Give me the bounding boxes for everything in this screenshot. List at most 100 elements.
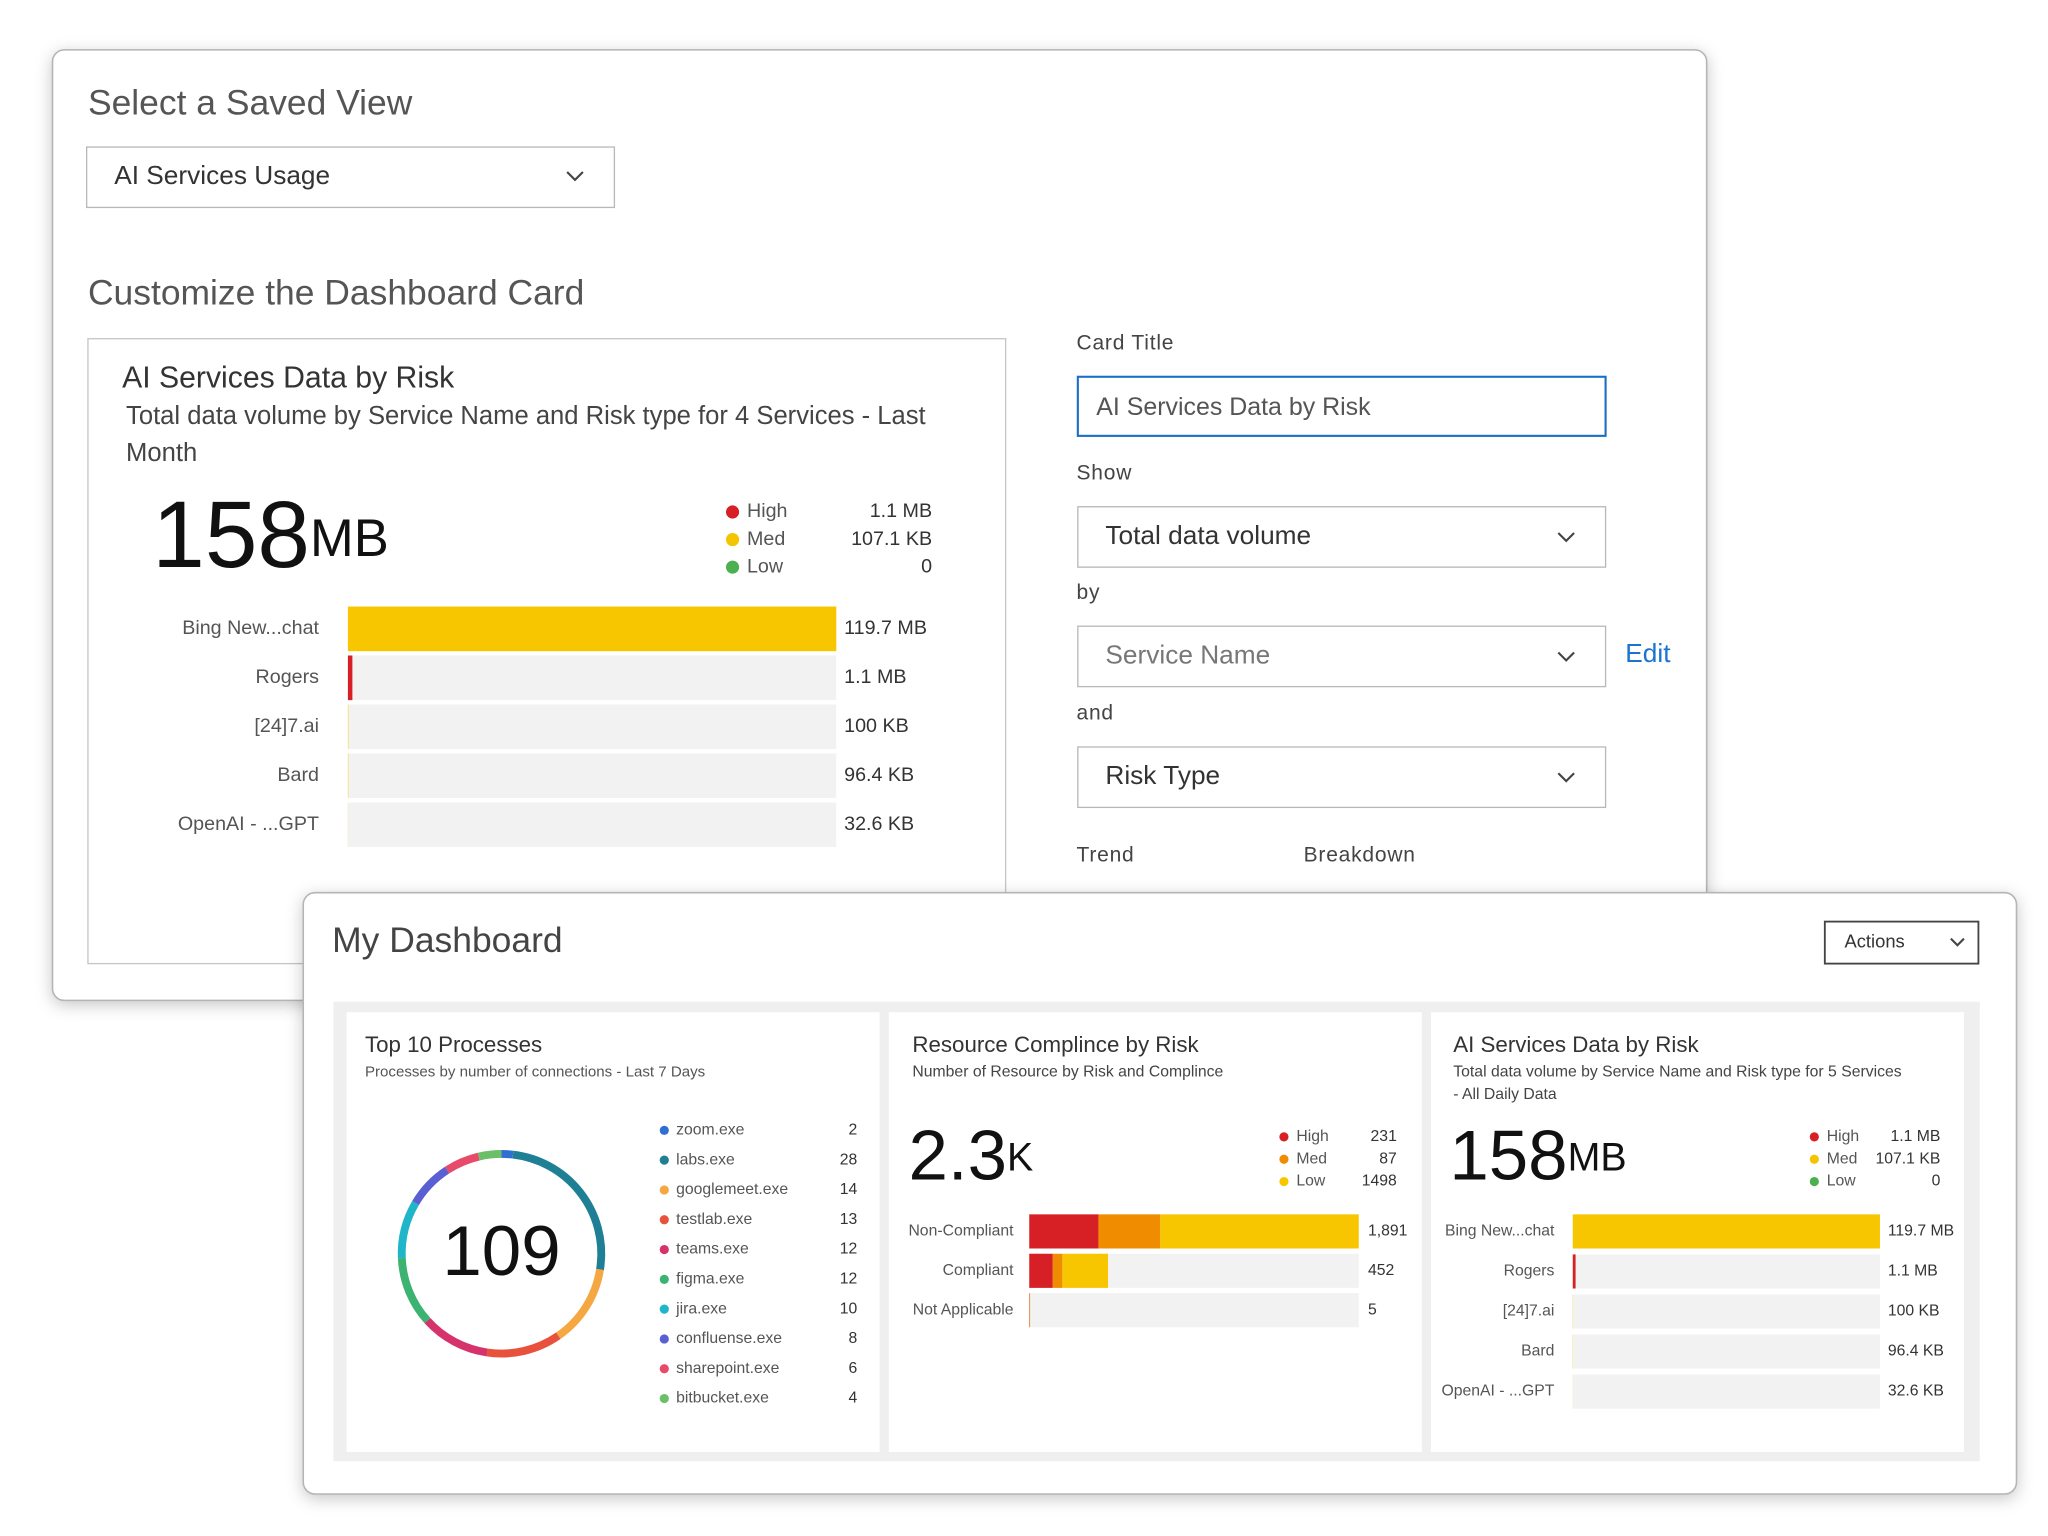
bar-track <box>347 704 837 750</box>
donut-segment <box>397 1150 606 1358</box>
bar-value: 1.1 MB <box>844 666 906 688</box>
bar-track <box>1029 1293 1359 1328</box>
chevron <box>1950 937 1965 947</box>
legend-value: 1498 <box>1362 1173 1397 1190</box>
bar-value: 96.4 KB <box>1888 1343 1944 1360</box>
bar-track <box>1572 1254 1880 1289</box>
legend-dot <box>659 1185 669 1195</box>
legend-label: Low <box>747 555 784 577</box>
bar-track <box>1572 1294 1880 1329</box>
legend-dot <box>659 1364 669 1374</box>
legend-dot <box>1279 1132 1289 1142</box>
select-value: AI Services Usage <box>114 160 330 190</box>
legend-label: testlab.exe <box>676 1211 752 1228</box>
select-value: Total data volume <box>1105 520 1311 550</box>
legend-value: 12 <box>840 1241 858 1258</box>
big-number-value: 2.3 <box>908 1116 1007 1195</box>
legend-value: 8 <box>849 1330 858 1347</box>
button-label: Actions <box>1845 930 1905 951</box>
card-subtitle: Total data volume by Service Name and Ri… <box>1453 1062 1902 1104</box>
by-select[interactable] <box>1077 625 1607 688</box>
donut-segment <box>397 1150 606 1358</box>
legend-value: 87 <box>1379 1150 1397 1167</box>
legend-value: 12 <box>840 1270 858 1287</box>
bar-value: 32.6 KB <box>844 813 914 835</box>
show-select[interactable] <box>1077 506 1607 568</box>
actions-button[interactable] <box>1823 920 1980 965</box>
field-label: and <box>1077 702 1114 725</box>
legend-dot <box>659 1304 669 1314</box>
card-subtitle: Number of Resource by Risk and Complince <box>912 1062 1223 1080</box>
bar-label: Rogers <box>1504 1263 1555 1280</box>
donut-total: 109 <box>442 1212 560 1291</box>
heading: Customize the Dashboard Card <box>88 273 584 313</box>
donut-segment <box>397 1150 606 1358</box>
heading: Select a Saved View <box>88 82 413 122</box>
legend-label: Low <box>1296 1173 1326 1190</box>
big-number-unit: MB <box>310 509 389 568</box>
big-number-unit: MB <box>1568 1136 1627 1180</box>
legend-dot <box>725 560 740 574</box>
bar-value: 119.7 MB <box>1888 1223 1954 1240</box>
legend-value: 6 <box>849 1360 858 1377</box>
bar-label: Bard <box>1521 1343 1554 1360</box>
bar-label: Bing New...chat <box>182 617 319 639</box>
bar-value: 119.7 MB <box>844 617 927 639</box>
legend-dot <box>1809 1132 1819 1142</box>
bar-value: 100 KB <box>844 715 909 737</box>
field-label: Show <box>1077 461 1133 484</box>
legend-value: 1.1 MB <box>1890 1128 1940 1145</box>
bar-value: 32.6 KB <box>1888 1383 1944 1400</box>
field-label: Breakdown <box>1304 844 1416 867</box>
field-label: Card Title <box>1077 332 1175 355</box>
bar-label: Not Applicable <box>913 1301 1014 1318</box>
donut-segment <box>397 1150 606 1358</box>
chevron <box>1557 651 1575 662</box>
legend-dot <box>659 1244 669 1255</box>
legend-label: Low <box>1827 1173 1857 1190</box>
legend-label: confluense.exe <box>676 1330 782 1347</box>
saved-view-select[interactable] <box>85 146 616 209</box>
legend-dot <box>659 1334 669 1344</box>
legend-dot <box>1279 1176 1289 1187</box>
legend-value: 28 <box>840 1151 858 1168</box>
chevron <box>1557 532 1575 543</box>
big-number-value: 158 <box>1449 1116 1567 1195</box>
card-title: Top 10 Processes <box>365 1032 542 1057</box>
card-title: AI Services Data by Risk <box>1453 1032 1699 1057</box>
big-number: 158MB <box>152 482 388 588</box>
chevron <box>566 171 584 182</box>
edit-link[interactable]: Edit <box>1625 638 1671 668</box>
legend-value: 231 <box>1371 1128 1397 1145</box>
legend-label: High <box>1296 1128 1328 1145</box>
legend-dot <box>1809 1176 1819 1187</box>
card-subtitle: Processes by number of connections - Las… <box>365 1064 705 1081</box>
bar-track <box>347 655 837 701</box>
bar-value: 96.4 KB <box>844 764 914 786</box>
legend-dot <box>725 505 740 519</box>
bar-total: 1,891 <box>1368 1223 1407 1240</box>
legend-value: 2 <box>849 1121 858 1138</box>
legend-label: High <box>747 500 788 522</box>
big-number: 158MB <box>1449 1116 1626 1195</box>
bar-track <box>1572 1334 1880 1369</box>
legend-label: googlemeet.exe <box>676 1181 788 1198</box>
legend-dot <box>659 1215 669 1225</box>
card-title: Resource Complince by Risk <box>912 1032 1199 1057</box>
and-select[interactable] <box>1077 746 1607 809</box>
preview-chart: AI Services Data by Risk Total data volum… <box>122 361 932 848</box>
subtitle-text: Total data volume by Service Name and Ri… <box>126 401 926 468</box>
donut-segment <box>397 1150 606 1358</box>
select-value: Risk Type <box>1105 760 1220 790</box>
legend-label: Med <box>1827 1150 1858 1167</box>
field-label: Trend <box>1077 844 1135 867</box>
bar-label: Compliant <box>943 1262 1015 1279</box>
legend-label: jira.exe <box>675 1300 727 1317</box>
big-number-unit: K <box>1007 1136 1033 1180</box>
card-title-input[interactable] <box>1076 375 1607 437</box>
bar-segment <box>1052 1253 1063 1288</box>
legend-label: teams.exe <box>676 1241 749 1258</box>
subtitle-text: Total data volume by Service Name and Ri… <box>1453 1062 1902 1104</box>
bar-segment <box>1029 1253 1053 1288</box>
bar <box>1572 1214 1880 1249</box>
